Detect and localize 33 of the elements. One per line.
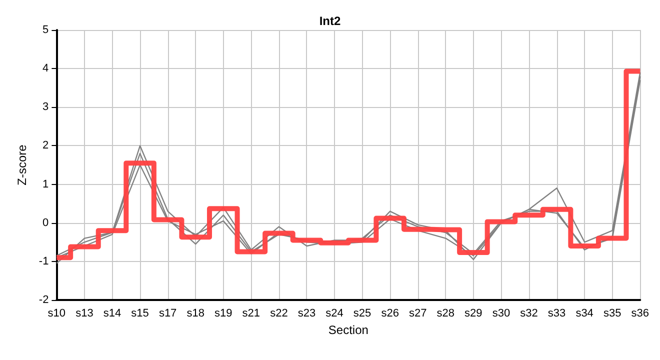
y-tick-label: 0	[42, 216, 49, 229]
x-tick-label: s17	[158, 308, 177, 320]
x-tick-label: s24	[326, 308, 344, 320]
x-tick-label: s26	[381, 308, 399, 320]
y-tick-label: -1	[38, 255, 49, 268]
x-tick-label: s10	[48, 308, 66, 320]
x-tick-label: s21	[242, 308, 260, 320]
x-tick-label: s30	[492, 308, 510, 320]
x-tick-label: s32	[520, 308, 538, 320]
x-tick-label: s13	[76, 308, 94, 320]
y-tick-label: 1	[42, 178, 49, 190]
x-tick-label: s34	[576, 308, 594, 320]
x-tick-label: s22	[270, 308, 288, 320]
x-tick-label: s36	[631, 308, 650, 320]
x-tick-label: s15	[131, 308, 149, 320]
x-tick-label: s28	[436, 308, 455, 320]
y-tick-label: 3	[42, 101, 49, 114]
x-tick-label: s18	[186, 308, 204, 320]
x-axis-title: Section	[328, 322, 368, 337]
y-tick-label: -2	[38, 294, 49, 306]
x-tick-label: s25	[353, 308, 372, 320]
x-tick-label: s23	[298, 308, 316, 320]
x-tick-label: s27	[408, 308, 427, 320]
chart-title: Int2	[319, 14, 341, 28]
y-tick-label: 2	[42, 140, 49, 152]
y-axis-title: Z-score	[15, 144, 29, 186]
x-tick-label: s14	[103, 308, 122, 320]
y-tick-label: 4	[42, 62, 49, 75]
x-tick-label: s29	[464, 308, 482, 320]
x-tick-label: s33	[548, 308, 566, 320]
y-tick-label: 5	[42, 24, 49, 36]
x-tick-label: s19	[214, 308, 232, 320]
x-tick-label: s35	[603, 308, 622, 320]
